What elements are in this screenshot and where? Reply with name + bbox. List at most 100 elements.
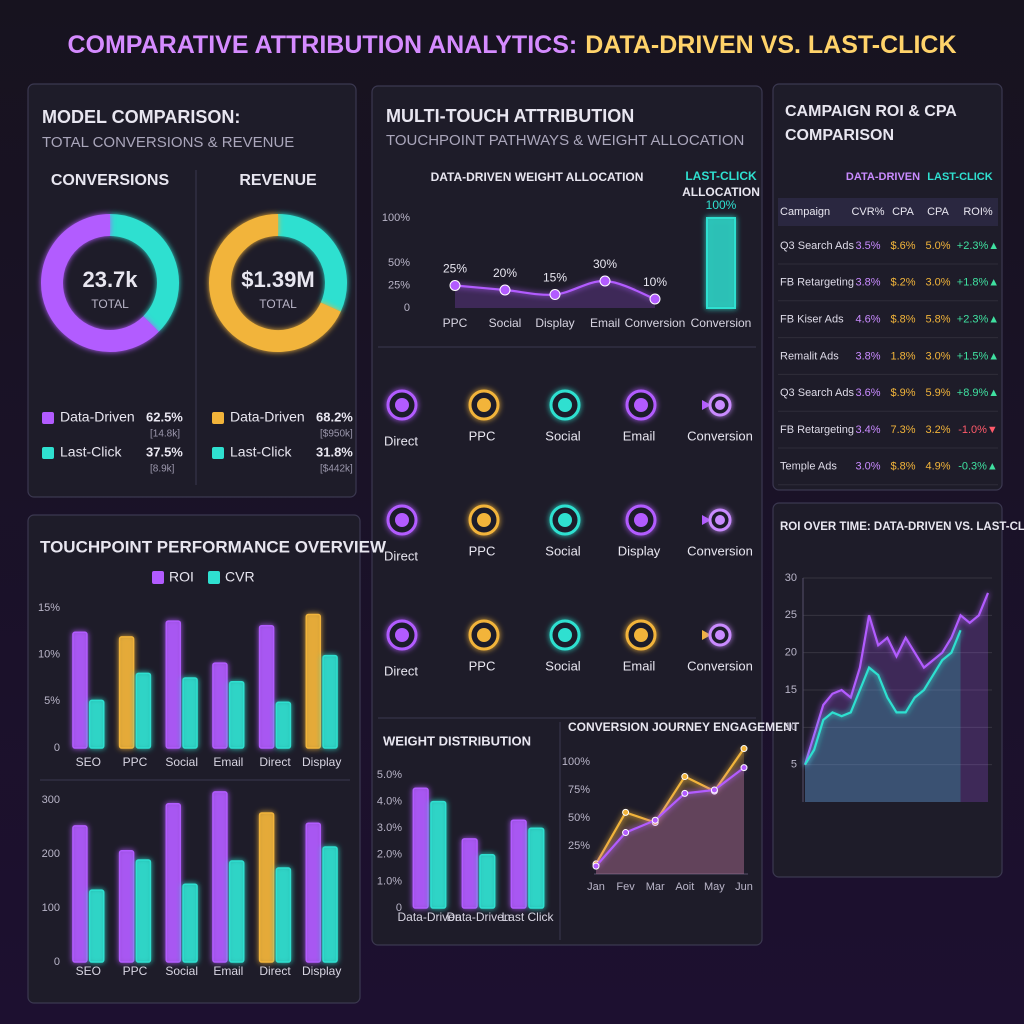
x-tick-label: May <box>704 881 725 893</box>
value-label: 62.5% <box>146 409 183 424</box>
y-tick-label: 300 <box>42 794 60 806</box>
point <box>549 289 561 300</box>
value-label: 20% <box>493 266 517 280</box>
y-tick-label: 5% <box>44 695 60 707</box>
donut-segment <box>277 214 347 312</box>
node-label: Social <box>545 543 581 558</box>
value-label: 25% <box>443 262 467 276</box>
arrow-head <box>702 400 711 410</box>
node-label: Direct <box>384 433 418 448</box>
panel <box>772 83 1003 491</box>
arrow-head <box>702 630 711 640</box>
bar <box>212 791 228 963</box>
bar <box>706 217 736 309</box>
y-tick-label: 75% <box>568 784 590 796</box>
bar <box>275 701 292 749</box>
x-tick-label: Conversion <box>625 316 686 330</box>
chart-title: LAST-CLICK <box>685 169 757 183</box>
node-label: Conversion <box>687 543 753 558</box>
table-cell: 3.8% <box>855 277 880 289</box>
detail-label: [$950k] <box>320 429 353 440</box>
table-cell: 3.5% <box>855 240 880 252</box>
bar <box>528 827 545 909</box>
node-label: Social <box>545 658 581 673</box>
bar <box>305 822 322 963</box>
point <box>599 275 611 287</box>
line <box>595 766 745 867</box>
area <box>596 767 744 874</box>
node-label: PPC <box>469 543 496 558</box>
x-tick-label: PPC <box>443 316 468 330</box>
node-core <box>558 513 572 527</box>
y-tick-label: 15 <box>785 684 797 696</box>
x-tick-label: Social <box>165 755 198 769</box>
table-cell: +1.8%▲ <box>957 277 999 289</box>
x-tick-label: Direct <box>259 964 291 978</box>
page-title: COMPARATIVE ATTRIBUTION ANALYTICS: DATA-D… <box>67 31 956 59</box>
area <box>805 630 961 802</box>
table-cell: 3.8% <box>855 350 880 362</box>
point <box>449 280 461 291</box>
table-cell: -0.3%▲ <box>958 461 998 473</box>
panel-title: TOUCHPOINT PERFORMANCE OVERVIEW <box>40 537 387 556</box>
column-header: ROI% <box>963 206 993 218</box>
legend-label: CVR <box>225 569 255 585</box>
title-accent: DATA-DRIVEN VS. LAST-CLICK <box>585 31 956 59</box>
chart-title: CONVERSIONS <box>51 172 170 189</box>
y-tick-label: 1.0% <box>377 875 402 887</box>
bar <box>212 662 228 749</box>
x-tick-label: Data-Driven <box>397 910 461 924</box>
table-cell: FB Retargeting <box>780 277 854 289</box>
bar <box>165 620 182 749</box>
bar <box>118 636 135 749</box>
group-header: LAST-CLICK <box>927 171 992 183</box>
table-cell: 3.4% <box>855 424 880 436</box>
x-tick-label: Jan <box>587 881 605 893</box>
y-tick-label: 5.0% <box>377 769 402 781</box>
table-cell: $.6% <box>890 240 915 252</box>
y-tick-label: 2.0% <box>377 849 402 861</box>
table-cell: 3.0% <box>855 461 880 473</box>
node-label: Conversion <box>687 428 753 443</box>
table-cell: $.9% <box>890 387 915 399</box>
node-core <box>558 628 572 642</box>
point <box>740 745 748 753</box>
arrow-head <box>702 515 711 525</box>
panel-title: COMPARISON <box>785 127 894 144</box>
x-tick-label: Email <box>213 755 243 769</box>
line <box>803 592 990 765</box>
y-tick-label: 15% <box>38 602 60 614</box>
y-tick-label: 0 <box>54 742 60 754</box>
bar <box>412 787 429 909</box>
x-tick-label: Social <box>489 316 522 330</box>
legend-swatch <box>212 447 224 459</box>
node-core <box>634 398 648 412</box>
y-tick-label: 100% <box>562 756 590 768</box>
node-core <box>715 400 725 410</box>
node-label: Display <box>618 543 661 558</box>
y-tick-label: 0 <box>404 302 410 314</box>
area <box>596 748 744 874</box>
node-core <box>558 398 572 412</box>
table-cell: 7.3% <box>890 424 915 436</box>
chart-title: CONVERSION JOURNEY ENGAGEMENT <box>568 720 800 734</box>
line <box>804 629 962 766</box>
table-cell: FB Kiser Ads <box>780 314 844 326</box>
legend-swatch <box>208 571 220 584</box>
donut-center-label: TOTAL <box>259 297 297 311</box>
node-core <box>395 513 409 527</box>
point <box>622 829 630 837</box>
legend-swatch <box>42 412 54 424</box>
table-cell: 5.9% <box>925 387 950 399</box>
y-tick-label: 25% <box>388 279 410 291</box>
table-cell: 3.6% <box>855 387 880 399</box>
x-tick-label: Email <box>590 316 620 330</box>
y-tick-label: 5 <box>791 759 797 771</box>
table-cell: +1.5%▲ <box>957 350 999 362</box>
value-label: 10% <box>643 275 667 289</box>
area <box>455 280 655 308</box>
table-cell: +2.3%▲ <box>957 240 999 252</box>
y-tick-label: 25% <box>568 840 590 852</box>
x-tick-label: Direct <box>259 755 291 769</box>
